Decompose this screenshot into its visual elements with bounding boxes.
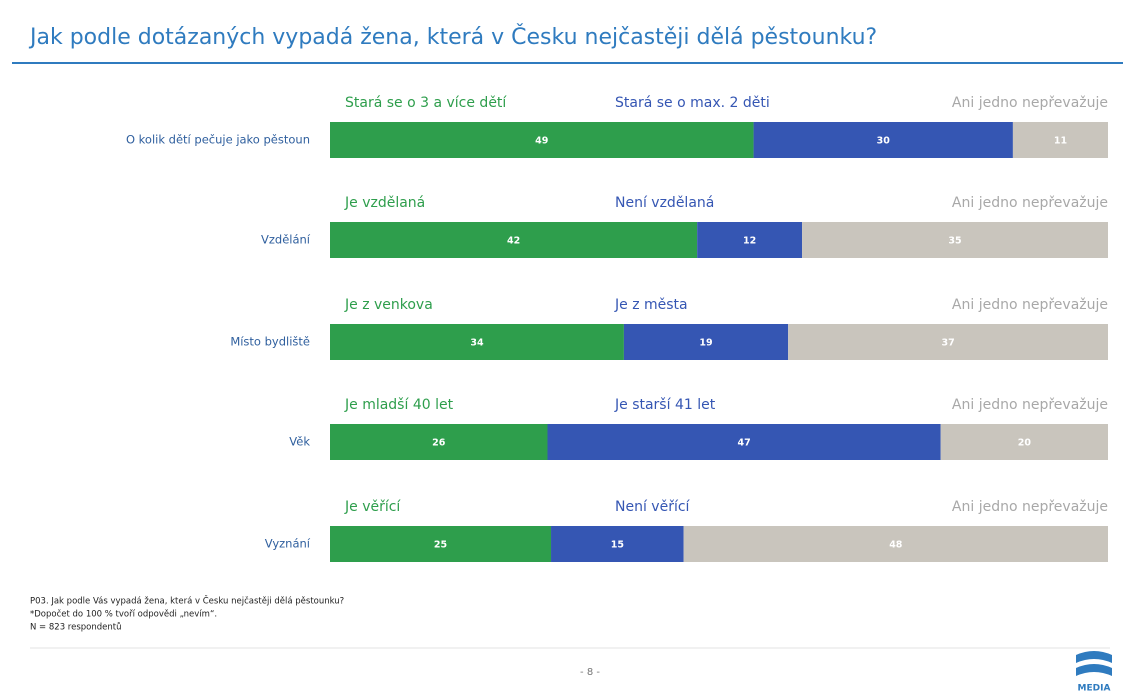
category-label: Místo bydliště <box>230 335 310 349</box>
option-label: Je z venkova <box>344 297 433 313</box>
page-number: - 8 - <box>580 667 600 678</box>
value-label: 25 <box>434 540 447 551</box>
note: N = 823 respondentů <box>30 622 122 633</box>
bar-segment <box>330 324 624 360</box>
value-label: 42 <box>507 236 520 247</box>
category-label: Vzdělání <box>261 233 311 247</box>
option-label: Ani jedno nepřevažuje <box>952 297 1108 313</box>
option-label: Je starší 41 let <box>614 397 716 413</box>
category-label: Věk <box>289 435 310 449</box>
category-label: Vyznání <box>265 537 311 551</box>
option-label: Není vzdělaná <box>615 195 714 211</box>
value-label: 11 <box>1054 136 1067 147</box>
bar-segment <box>697 222 803 258</box>
value-label: 37 <box>941 338 954 349</box>
option-label: Je z města <box>614 297 688 313</box>
bar-segment <box>551 526 684 562</box>
option-label: Ani jedno nepřevažuje <box>952 499 1108 515</box>
value-label: 15 <box>611 540 624 551</box>
value-label: 19 <box>699 338 712 349</box>
option-label: Stará se o 3 a více dětí <box>345 95 507 111</box>
option-label: Ani jedno nepřevažuje <box>952 195 1108 211</box>
option-label: Je věřící <box>344 499 401 515</box>
option-label: Je mladší 40 let <box>344 397 454 413</box>
chart-title: Jak podle dotázaných vypadá žena, která … <box>28 24 877 50</box>
value-label: 47 <box>737 438 750 449</box>
bar-segment <box>683 526 1108 562</box>
option-label: Je vzdělaná <box>344 195 425 211</box>
bar-segment <box>1012 122 1108 158</box>
bar-segment <box>802 222 1108 258</box>
value-label: 34 <box>470 338 484 349</box>
bar-segment <box>940 424 1108 460</box>
bar-segment <box>788 324 1108 360</box>
note: P03. Jak podle Vás vypadá žena, která v … <box>30 595 344 607</box>
note: *Dopočet do 100 % tvoří odpovědi „nevím“… <box>30 609 217 620</box>
value-label: 48 <box>889 540 903 551</box>
value-label: 20 <box>1018 438 1032 449</box>
bar-segment <box>330 122 754 158</box>
bar-segment <box>330 222 698 258</box>
value-label: 49 <box>535 136 548 147</box>
bar-segment <box>623 324 789 360</box>
bar-segment <box>330 424 548 460</box>
logo-text: MEDIA <box>1078 684 1111 694</box>
logo-mark <box>1076 651 1112 676</box>
value-label: 35 <box>948 236 961 247</box>
value-label: 12 <box>743 236 756 247</box>
logo: MEDIA <box>1076 651 1112 694</box>
option-label: Ani jedno nepřevažuje <box>952 95 1108 111</box>
category-label: O kolik dětí pečuje jako pěstoun <box>126 133 310 147</box>
value-label: 26 <box>432 438 446 449</box>
option-label: Není věřící <box>615 499 691 515</box>
option-label: Stará se o max. 2 děti <box>615 95 770 111</box>
bar-segment <box>753 122 1013 158</box>
value-label: 30 <box>877 136 891 147</box>
bar-segment <box>547 424 941 460</box>
bar-segment <box>330 526 552 562</box>
option-label: Ani jedno nepřevažuje <box>952 397 1108 413</box>
